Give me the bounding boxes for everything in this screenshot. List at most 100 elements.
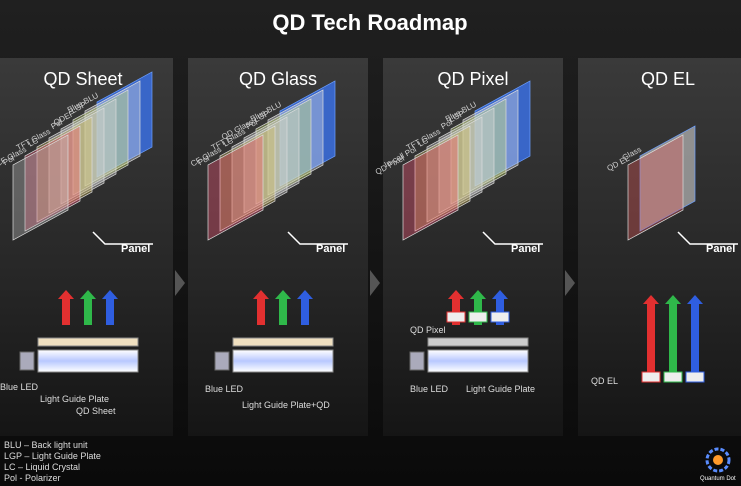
layer bbox=[450, 98, 507, 205]
legend-entry: LC – Liquid Crystal bbox=[4, 462, 80, 472]
layer bbox=[267, 89, 324, 196]
panel-bracket bbox=[92, 231, 153, 245]
layer bbox=[462, 89, 519, 196]
panel-title: QD Sheet bbox=[43, 69, 122, 89]
panel-bracket bbox=[482, 231, 543, 245]
panel-title: QD Pixel bbox=[437, 69, 508, 89]
qd-layer bbox=[427, 337, 529, 347]
layer bbox=[255, 98, 312, 205]
light-arrow-head bbox=[492, 290, 508, 299]
panel-background bbox=[383, 58, 563, 436]
layer bbox=[96, 71, 153, 178]
component-label: Light Guide Plate bbox=[466, 384, 535, 394]
light-arrow-head bbox=[58, 290, 74, 299]
light-arrow-head bbox=[643, 295, 659, 304]
led bbox=[409, 351, 425, 371]
light-arrow bbox=[301, 298, 309, 325]
panel-background bbox=[188, 58, 368, 436]
light-arrow bbox=[669, 303, 677, 372]
light-arrow-head bbox=[297, 290, 313, 299]
light-arrow-head bbox=[448, 290, 464, 299]
layer bbox=[12, 134, 69, 241]
panel-title: QD Glass bbox=[239, 69, 317, 89]
qd-pixel-box bbox=[490, 311, 510, 323]
layer bbox=[426, 116, 483, 223]
component-label: QD Sheet bbox=[76, 406, 116, 416]
layer bbox=[84, 80, 141, 187]
component-label: Light Guide Plate bbox=[40, 394, 109, 404]
legend-entry: BLU – Back light unit bbox=[4, 440, 88, 450]
title: QD Tech Roadmap bbox=[272, 10, 467, 35]
component-label: Light Guide Plate+QD bbox=[242, 400, 330, 410]
layer bbox=[243, 107, 300, 214]
layer bbox=[474, 80, 531, 187]
component-label: Blue LED bbox=[0, 382, 39, 392]
qd-el-box bbox=[685, 371, 705, 383]
qd-el-box bbox=[641, 371, 661, 383]
led bbox=[214, 351, 230, 371]
layer bbox=[627, 134, 684, 241]
light-arrow-head bbox=[687, 295, 703, 304]
legend-entry: LGP – Light Guide Plate bbox=[4, 451, 101, 461]
chevron bbox=[370, 270, 380, 296]
chevron bbox=[565, 270, 575, 296]
layer bbox=[279, 80, 336, 187]
light-arrow-head bbox=[665, 295, 681, 304]
light-arrow-head bbox=[102, 290, 118, 299]
panel-label: Panel bbox=[316, 243, 345, 255]
panel-label: Panel bbox=[511, 243, 540, 255]
logo-text: Quantum Dot bbox=[700, 476, 736, 482]
qd-layer bbox=[37, 337, 139, 347]
logo-icon bbox=[705, 447, 731, 473]
component-label: QD EL bbox=[591, 376, 618, 386]
light-arrow bbox=[62, 298, 70, 325]
component-label: Blue LED bbox=[205, 384, 244, 394]
layer bbox=[639, 125, 696, 232]
layer bbox=[48, 107, 105, 214]
panel-label: Panel bbox=[121, 243, 150, 255]
layer bbox=[402, 134, 459, 241]
light-arrow bbox=[84, 298, 92, 325]
light-guide-plate bbox=[37, 349, 139, 373]
light-arrow bbox=[106, 298, 114, 325]
light-arrow bbox=[257, 298, 265, 325]
panel-title: QD EL bbox=[641, 69, 695, 89]
qd-pixel-box bbox=[446, 311, 466, 323]
qd-layer bbox=[232, 337, 334, 347]
panel-bracket bbox=[677, 231, 738, 245]
layer bbox=[438, 107, 495, 214]
light-arrow bbox=[647, 303, 655, 372]
layer bbox=[60, 98, 117, 205]
logo-icon-core bbox=[713, 455, 723, 465]
light-guide-plate bbox=[232, 349, 334, 373]
light-guide-plate bbox=[427, 349, 529, 373]
layer bbox=[219, 125, 276, 232]
component-label: Blue LED bbox=[410, 384, 449, 394]
legend-entry: Pol - Polarizer bbox=[4, 473, 61, 483]
layer bbox=[72, 89, 129, 196]
panel-bracket bbox=[287, 231, 348, 245]
layer-label: LC bbox=[417, 136, 430, 149]
layer-label: LC bbox=[27, 136, 40, 149]
layer bbox=[36, 116, 93, 223]
layer bbox=[207, 134, 264, 241]
light-arrow bbox=[691, 303, 699, 372]
light-arrow-head bbox=[80, 290, 96, 299]
layer bbox=[414, 125, 471, 232]
layer-label: LC bbox=[222, 136, 235, 149]
light-arrow-head bbox=[253, 290, 269, 299]
layer bbox=[24, 125, 81, 232]
light-arrow-head bbox=[470, 290, 486, 299]
layer bbox=[231, 116, 288, 223]
qd-el-box bbox=[663, 371, 683, 383]
light-arrow-head bbox=[275, 290, 291, 299]
light-arrow bbox=[279, 298, 287, 325]
qd-pixel-box bbox=[468, 311, 488, 323]
